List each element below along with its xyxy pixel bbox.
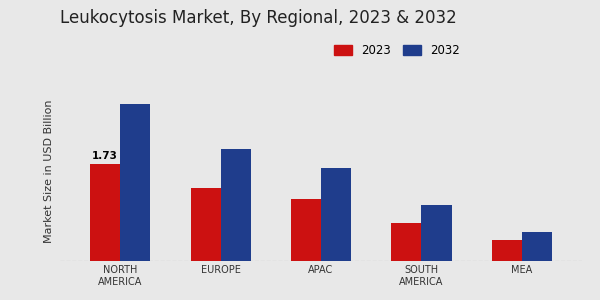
Bar: [391, 223, 421, 261]
Bar: [491, 240, 522, 261]
Text: 1.73: 1.73: [92, 151, 118, 161]
Bar: [120, 103, 151, 261]
Bar: [191, 188, 221, 261]
Bar: [221, 148, 251, 261]
Bar: [321, 168, 351, 261]
Bar: [522, 232, 552, 261]
Legend: 2023, 2032: 2023, 2032: [332, 42, 462, 60]
Bar: [90, 164, 120, 261]
Text: Leukocytosis Market, By Regional, 2023 & 2032: Leukocytosis Market, By Regional, 2023 &…: [60, 9, 457, 27]
Bar: [291, 199, 321, 261]
Bar: [421, 205, 452, 261]
Y-axis label: Market Size in USD Billion: Market Size in USD Billion: [44, 99, 55, 243]
